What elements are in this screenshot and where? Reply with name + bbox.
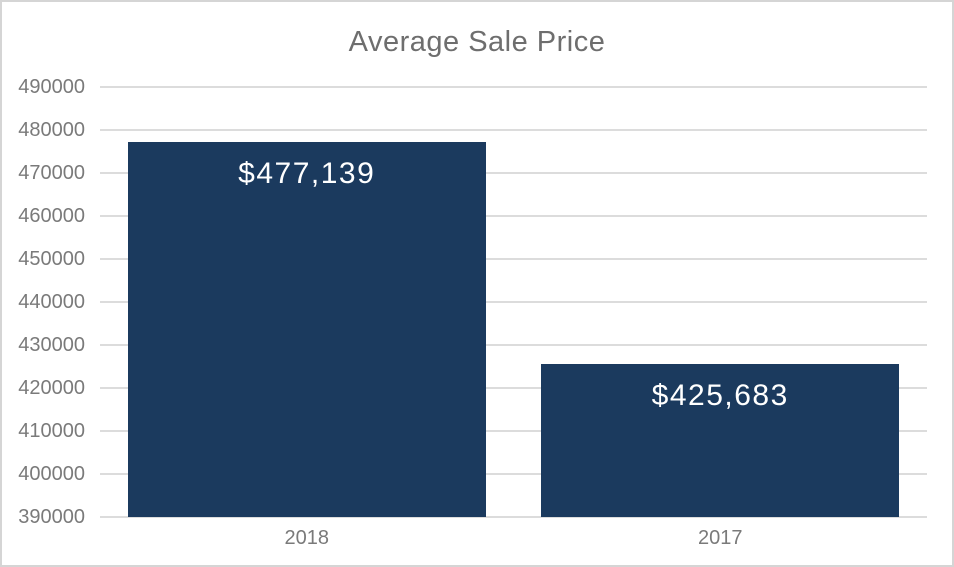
gridline (100, 301, 927, 303)
gridline (100, 129, 927, 131)
x-axis-tick-label: 2018 (284, 527, 330, 549)
gridline (100, 473, 927, 475)
gridline (100, 516, 927, 518)
y-axis-tick-label: 470000 (18, 162, 85, 184)
y-axis-tick-label: 420000 (18, 377, 85, 399)
gridline (100, 172, 927, 174)
y-axis-tick-label: 450000 (18, 248, 85, 270)
y-axis-tick-label: 400000 (18, 463, 85, 485)
gridline (100, 258, 927, 260)
y-axis-tick-label: 430000 (18, 334, 85, 356)
bar-value-label: $477,139 (238, 157, 376, 191)
gridline (100, 344, 927, 346)
y-axis-tick-label: 410000 (18, 420, 85, 442)
gridline (100, 86, 927, 88)
chart-title: Average Sale Price (348, 26, 606, 58)
y-axis-tick-label: 490000 (18, 76, 85, 98)
y-axis-tick-label: 440000 (18, 291, 85, 313)
bar-value-label: $425,683 (651, 378, 789, 412)
gridline (100, 430, 927, 432)
gridline (100, 215, 927, 217)
x-axis-tick-label: 2017 (698, 527, 743, 549)
y-axis-tick-label: 460000 (18, 205, 85, 227)
y-axis-tick-label: 390000 (18, 506, 85, 528)
bar-2018: $477,139 (127, 142, 486, 517)
y-axis-tick-label: 480000 (18, 119, 85, 141)
bar-2017: $425,683 (541, 363, 900, 517)
gridline (100, 387, 927, 389)
